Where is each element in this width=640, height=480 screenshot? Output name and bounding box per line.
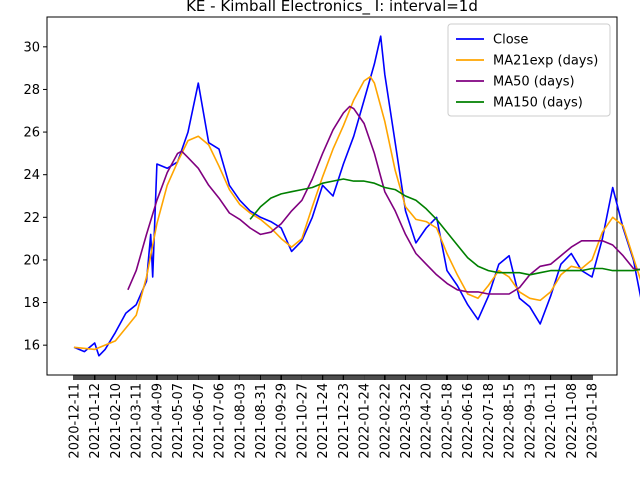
chart-title: KE - Kimball Electronics_ I: interval=1d: [186, 0, 478, 16]
legend: Close MA21exp (days) MA50 (days) MA150 (day…: [447, 23, 611, 117]
x-tick-label: 2022-01-24: [358, 383, 373, 459]
legend-label: MA150 (days): [493, 96, 583, 111]
x-tick-label: 2022-04-20: [420, 383, 435, 459]
y-tick-label: 18: [23, 296, 40, 311]
x-tick-label: 2022-11-08: [565, 383, 580, 459]
x-axis: 2020-12-11 2021-01-12 2021-02-10 2021-03-11…: [68, 375, 601, 459]
x-tick-label: 2022-09-13: [523, 383, 538, 459]
x-tick-label: 2021-04-09: [150, 383, 165, 459]
series-line-1: [73, 75, 640, 351]
x-tick-label: 2021-12-23: [337, 383, 352, 459]
x-tick-label: 2022-02-22: [378, 383, 393, 459]
x-tick-label: 2021-07-06: [213, 383, 228, 459]
legend-label: MA50 (days): [493, 75, 575, 90]
legend-label: Close: [493, 33, 528, 48]
y-tick-label: 24: [23, 168, 40, 183]
x-tick-label: 2021-02-10: [109, 383, 124, 459]
x-tick-label: 2021-01-12: [88, 383, 103, 459]
x-tick-label: 2021-05-07: [171, 383, 186, 459]
x-tick-label: 2021-06-07: [192, 383, 207, 459]
y-tick-label: 22: [23, 211, 40, 226]
y-axis: 16 18 20 22 24 26 28 30: [23, 40, 47, 354]
x-tick-label: 2021-09-29: [275, 383, 290, 459]
x-tick-label: 2020-12-11: [68, 383, 83, 459]
x-tick-label: 2021-10-27: [295, 383, 310, 459]
series-line-2: [127, 105, 640, 295]
x-tick-label: 2022-03-22: [399, 383, 414, 459]
x-tick-label: 2021-08-03: [233, 383, 248, 459]
x-tick-label: 2022-06-16: [461, 383, 476, 459]
y-tick-label: 30: [23, 40, 40, 55]
x-tick-label: 2022-07-18: [482, 383, 497, 459]
series-lines: [73, 35, 640, 357]
legend-box: [447, 23, 611, 117]
x-tick-label: 2021-03-11: [130, 383, 145, 459]
x-tick-label: 2022-10-11: [544, 383, 559, 459]
y-tick-label: 20: [23, 253, 40, 268]
series-line-3: [249, 178, 640, 276]
x-tick-label: 2023-01-18: [586, 383, 601, 459]
x-tick-label: 2022-05-18: [440, 383, 455, 459]
y-tick-label: 26: [23, 126, 40, 141]
y-tick-label: 16: [23, 339, 40, 354]
series-line-0: [73, 35, 640, 357]
y-tick-label: 28: [23, 83, 40, 98]
legend-label: MA21exp (days): [493, 54, 598, 69]
x-tick-label: 2022-08-15: [503, 383, 518, 459]
x-tick-label: 2021-08-31: [254, 383, 269, 459]
x-tick-label: 2021-11-24: [316, 383, 331, 459]
